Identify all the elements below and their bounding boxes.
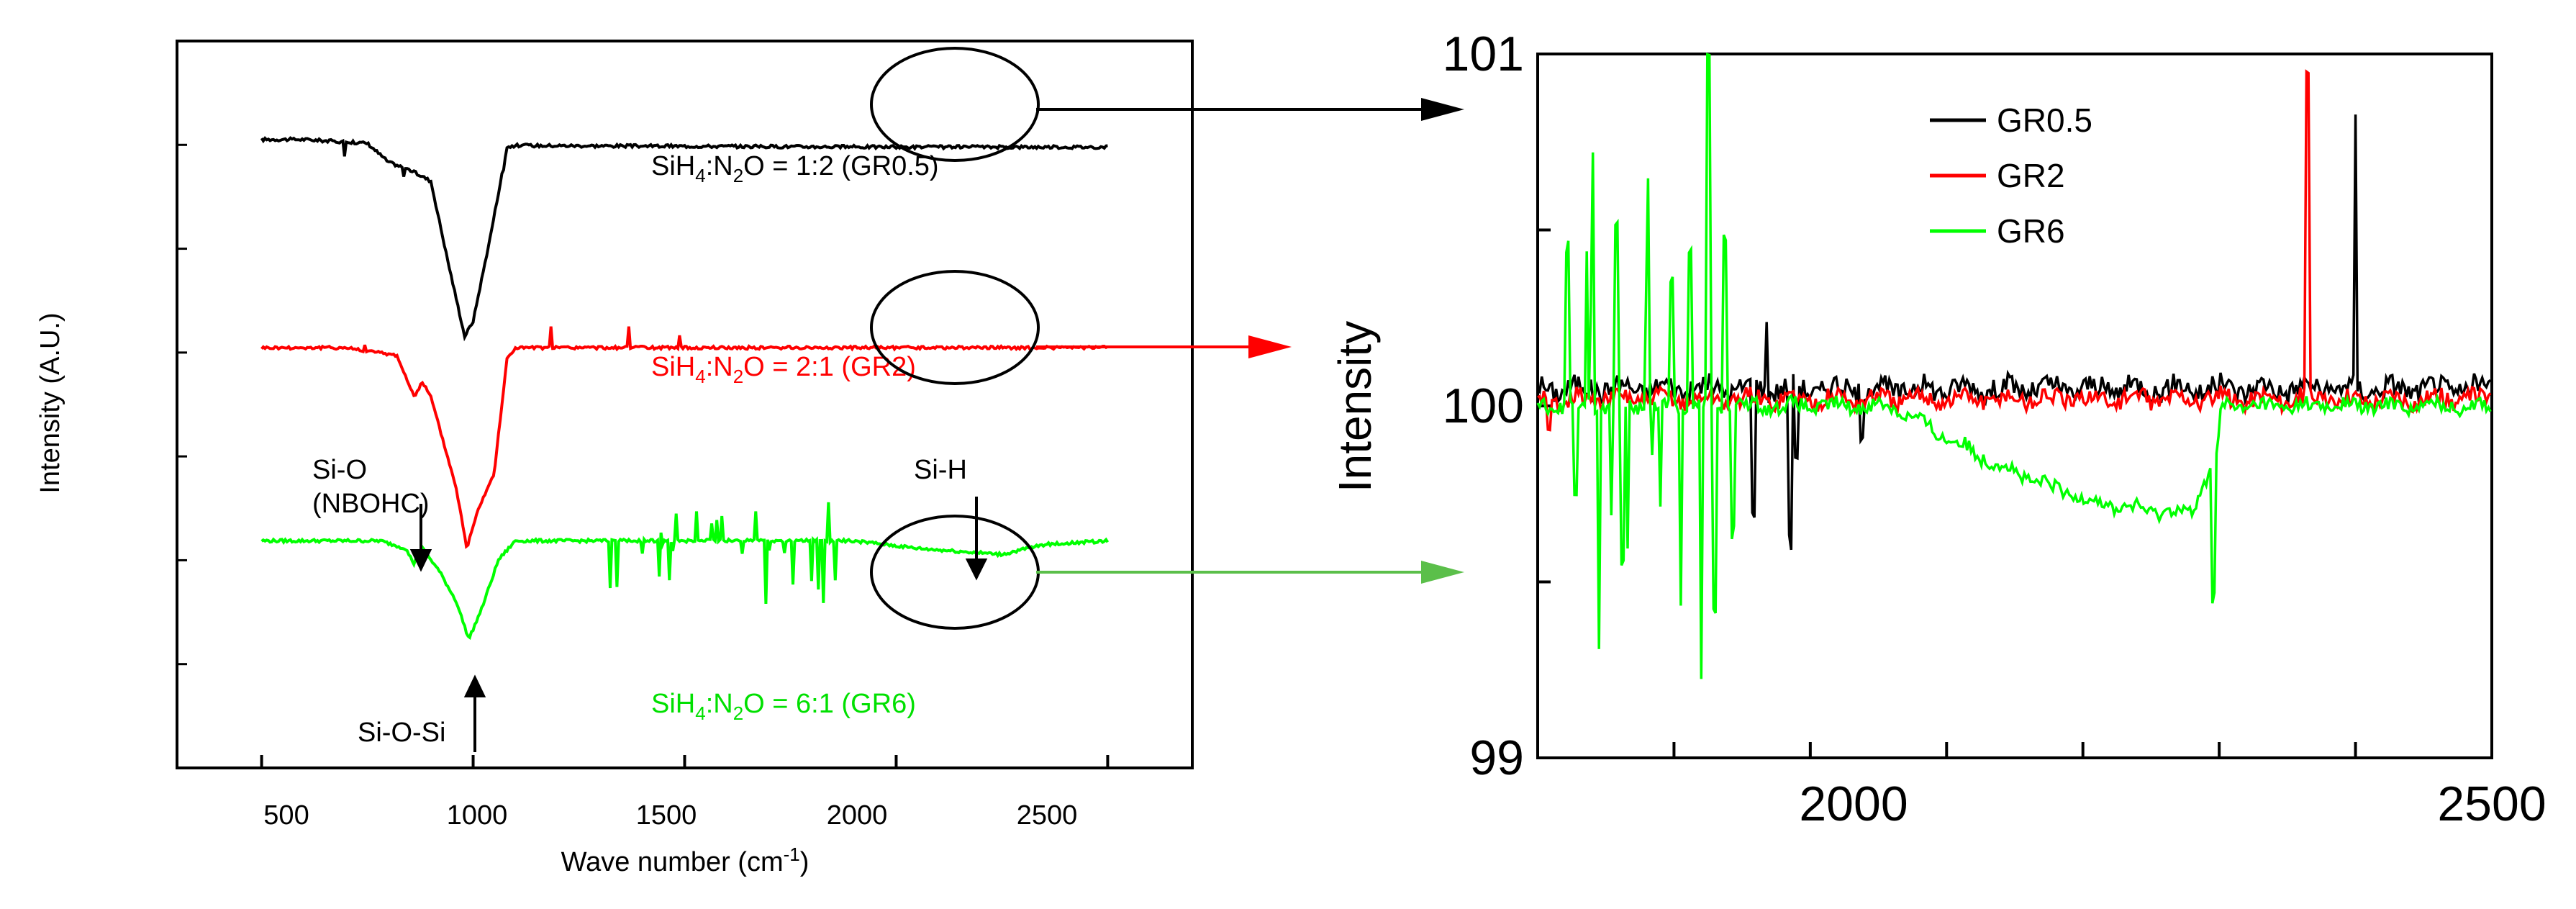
left-y-axis-label: Intensity (A.U.) [35, 312, 65, 493]
left-x-tick-labels: 500 1000 1500 2000 2500 [263, 800, 1077, 831]
zoom-series-line-gr05 [1536, 114, 2492, 551]
left-x-axis-label: Wave number (cm-1) [561, 844, 809, 877]
connector-arrows [1036, 98, 1464, 584]
left-plot-frame [176, 40, 1194, 769]
arrow-si-h-head [965, 558, 988, 581]
annotation-si-o: Si-O [312, 455, 367, 485]
left-series-lines [260, 136, 1110, 641]
label-gr05: SiH4:N2O = 1:2 (GR0.5) [651, 151, 939, 186]
right-xtick-label: 2500 [2437, 777, 2546, 831]
legend: GR0.5 GR2 GR6 [1930, 101, 2092, 250]
label-gr2: SiH4:N2O = 2:1 (GR2) [651, 352, 916, 387]
ellipse-gr2 [870, 270, 1040, 385]
left-axis-ticks [177, 143, 1110, 768]
zoom-series-line-gr2 [1537, 69, 2492, 432]
right-y-axis-label: Intensity [1329, 321, 1381, 492]
right-xtick-label: 2000 [1799, 777, 1908, 831]
left-xtick-label: 2500 [1017, 800, 1078, 831]
right-y-tick-labels: 101 100 99 [1443, 27, 1524, 785]
left-xtick-label: 2000 [827, 800, 888, 831]
legend-label-gr2: GR2 [1997, 157, 2065, 194]
right-chart: 101 100 99 2000 2500 Intensity GR0.5 GR2… [1329, 27, 2546, 831]
arrow-si-o-head [409, 549, 432, 572]
ellipse-gr6 [870, 515, 1040, 630]
connector-arrow-gr6-head [1421, 561, 1464, 584]
legend-label-gr6: GR6 [1997, 212, 2065, 250]
annotation-si-o-si: Si-O-Si [358, 718, 445, 748]
right-ytick-label: 101 [1443, 27, 1524, 81]
right-series-lines [1536, 53, 2492, 679]
zoom-series-line-gr6 [1536, 53, 2492, 679]
left-chart: 500 1000 1500 2000 2500 Wave number (cm-… [35, 40, 1194, 877]
label-gr6: SiH4:N2O = 6:1 (GR6) [651, 689, 916, 724]
series-line-gr05 [260, 136, 1108, 342]
left-xtick-label: 1000 [447, 800, 508, 831]
series-line-gr6 [260, 502, 1110, 641]
left-xtick-label: 1500 [636, 800, 697, 831]
arrow-si-o-si-head [463, 674, 486, 697]
annotation-nbohc: (NBOHC) [312, 489, 430, 519]
right-x-tick-labels: 2000 2500 [1799, 777, 2546, 831]
right-ytick-label: 99 [1469, 731, 1524, 785]
annotation-si-h: Si-H [914, 455, 967, 485]
right-axis-ticks [1538, 228, 2493, 758]
series-line-gr2 [260, 326, 1109, 549]
connector-arrow-gr05-head [1421, 98, 1464, 121]
connector-arrow-gr2-head [1248, 335, 1292, 358]
legend-label-gr05: GR0.5 [1997, 101, 2092, 139]
right-ytick-label: 100 [1443, 379, 1524, 433]
left-xtick-label: 500 [263, 800, 309, 831]
ellipse-gr05 [870, 47, 1040, 162]
